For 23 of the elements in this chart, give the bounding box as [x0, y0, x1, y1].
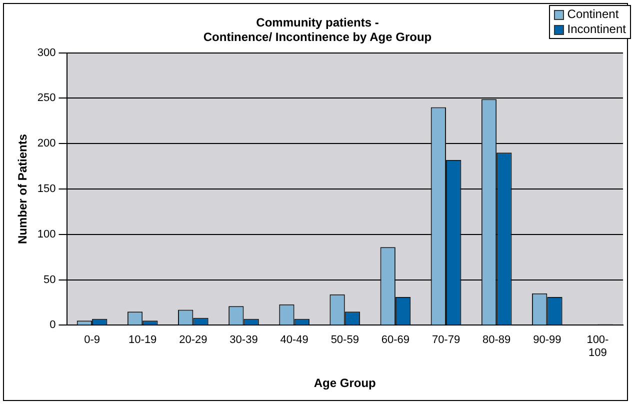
y-tick-label: 300 [37, 46, 56, 59]
x-tick-label: 0-9 [84, 334, 100, 346]
x-tick-label: 60-69 [381, 334, 410, 346]
y-tick-label: 150 [37, 183, 56, 196]
legend-label: Continent [566, 7, 620, 22]
legend-label: Incontinent [566, 22, 626, 37]
x-tick-label: 20-29 [179, 334, 208, 346]
x-tick-label: 40-49 [280, 334, 308, 346]
chart-title: Community patients - Continence/ Incontinence by Age Group [203, 16, 432, 44]
y-tick-label: 50 [44, 274, 56, 286]
x-tick-label: 100-109 [586, 334, 610, 360]
x-tick-label: 50-59 [330, 334, 359, 346]
y-tick-label: 100 [37, 228, 56, 240]
y-tick-label: 250 [37, 92, 56, 104]
x-tick-label: 30-39 [230, 334, 258, 346]
x-tick-label: 90-99 [533, 334, 562, 346]
y-tick-label: 200 [37, 138, 56, 150]
y-tick-label: 0 [50, 319, 56, 332]
x-tick-label: 80-89 [482, 334, 511, 346]
x-tick-label: 10-19 [128, 334, 157, 346]
y-axis-title: Number of Patients [16, 134, 30, 244]
x-tick-label: 70-79 [432, 334, 460, 346]
x-axis-title: Age Group [314, 376, 376, 390]
